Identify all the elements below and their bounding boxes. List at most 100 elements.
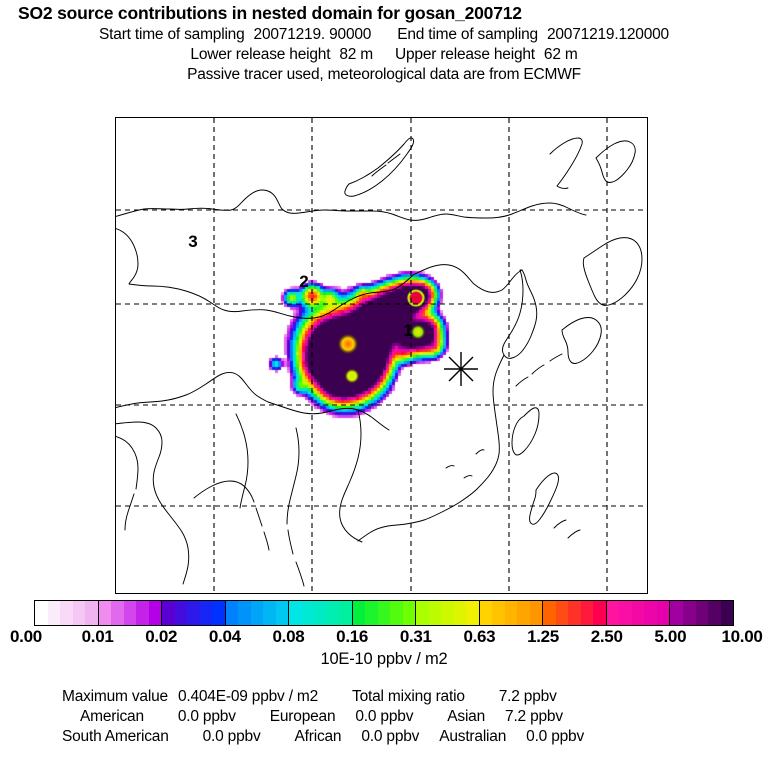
colorbar-segment-2 (161, 601, 225, 625)
colorbar-swatch (60, 601, 73, 625)
coast-lake-baikal (344, 137, 415, 197)
colorbar-swatch (275, 601, 289, 625)
maximum-value: 0.404E-09 ppbv / m2 (177, 688, 319, 705)
colorbar-swatch (162, 601, 175, 625)
colorbar-tick-4: 0.08 (272, 627, 305, 646)
coastline-layer (116, 137, 643, 587)
colorbar-tick-labels: 0.00 0.01 0.02 0.04 0.08 0.16 0.31 0.63 1.25 2.50… (0, 627, 768, 649)
coast-baikal-detail (371, 153, 401, 177)
colorbar-swatch (644, 601, 657, 625)
stats-row-regions-2: South American 0.0 ppbv African 0.0 ppbv Aus… (0, 728, 768, 746)
region-value-african: 0.0 ppbv (361, 728, 420, 745)
colorbar-swatch (35, 601, 48, 625)
colorbar-swatch (85, 601, 98, 625)
colorbar-swatch (199, 601, 213, 625)
end-time-value: 20071219.120000 (546, 26, 669, 43)
header-block: SO2 source contributions in nested domai… (0, 0, 768, 84)
end-time-label: End time of sampling (397, 26, 538, 43)
coast-japan-honshu (582, 237, 643, 306)
coast-india-subcontinent (116, 421, 190, 585)
colorbar-segment-9 (605, 601, 670, 625)
colorbar-swatch (314, 601, 327, 625)
coast-india-west (116, 436, 139, 531)
colorbar-tick-0: 0.00 (10, 627, 42, 646)
colorbar-swatch (428, 601, 442, 625)
region-label-african: African (294, 728, 342, 745)
colorbar-swatch (72, 601, 86, 625)
coast-japan-kyushu (561, 317, 602, 364)
nest-label-2: 2 (299, 272, 308, 291)
start-time-label: Start time of sampling (99, 26, 245, 43)
colorbar-swatch (708, 601, 721, 625)
colorbar-swatch (402, 601, 416, 625)
lower-release-height-label: Lower release height (190, 46, 331, 63)
colorbar-tick-9: 2.50 (590, 627, 623, 646)
colorbar-swatch (123, 601, 137, 625)
colorbar-swatch (670, 601, 683, 625)
colorbar-swatch (111, 601, 124, 625)
nest-label-3: 3 (188, 232, 197, 251)
coast-taiwan (511, 407, 540, 456)
region-label-australian: Australian (439, 728, 507, 745)
coast-philippines (529, 472, 581, 539)
region-label-asian: Asian (447, 708, 486, 725)
start-time-value: 20071219. 90000 (253, 26, 372, 43)
star-marker (444, 352, 478, 386)
colorbar-swatch (238, 601, 251, 625)
colorbar-swatch (720, 601, 734, 625)
colorbar-swatch (326, 601, 340, 625)
border-mongolia-south (116, 228, 414, 319)
colorbar-segment-0 (35, 601, 98, 625)
colorbar-swatch (606, 601, 620, 625)
colorbar-swatch (492, 601, 505, 625)
colorbar-swatch (225, 601, 239, 625)
statistics-block: Maximum value 0.404E-09 ppbv / m2 Total mi… (0, 686, 768, 746)
colorbar-swatch (619, 601, 632, 625)
colorbar-unit-label: 10E-10 ppbv / m2 (320, 650, 448, 668)
colorbar-swatch (263, 601, 276, 625)
colorbar[interactable] (34, 600, 734, 626)
colorbar-swatch (441, 601, 454, 625)
colorbar-tick-6: 0.31 (399, 627, 432, 646)
colorbar-swatch (365, 601, 378, 625)
coast-myanmar (235, 413, 249, 509)
colorbar-swatch (631, 601, 645, 625)
release-height-line: Lower release height 82 m Upper release he… (0, 46, 768, 64)
colorbar-segment-5 (351, 601, 416, 625)
colorbar-segment-1 (97, 601, 162, 625)
colorbar-swatch (187, 601, 200, 625)
colorbar-swatch (593, 601, 606, 625)
upper-release-height-value: 62 m (543, 46, 578, 63)
colorbar-swatch (543, 601, 556, 625)
colorbar-swatch (656, 601, 670, 625)
colorbar-swatch (339, 601, 352, 625)
colorbar-swatch (504, 601, 518, 625)
colorbar-swatch (517, 601, 530, 625)
colorbar-swatch (148, 601, 162, 625)
page-title: SO2 source contributions in nested domai… (18, 3, 522, 23)
colorbar-tick-2: 0.02 (145, 627, 178, 646)
concentration-heatmap-layer (116, 118, 646, 592)
colorbar-swatch (136, 601, 149, 625)
map-vector-layer: 3 2 1 (116, 118, 646, 592)
region-value-asian: 7.2 ppbv (505, 708, 563, 725)
colorbar-swatch (212, 601, 225, 625)
colorbar-tick-7: 0.63 (463, 627, 496, 646)
upper-release-height-label: Upper release height (395, 46, 535, 63)
colorbar-swatch (301, 601, 315, 625)
colorbar-segment-7 (478, 601, 543, 625)
map-panel[interactable]: 3 2 1 (115, 117, 648, 594)
nest-label-1: 1 (403, 321, 412, 340)
colorbar-swatch (377, 601, 391, 625)
coast-china-northeast (412, 264, 523, 293)
colorbar-swatch (352, 601, 366, 625)
colorbar-swatch (568, 601, 581, 625)
colorbar-swatch (695, 601, 709, 625)
region-value-european: 0.0 ppbv (355, 708, 414, 725)
coast-vietnam (339, 409, 363, 543)
coast-bay-bengal (193, 480, 270, 551)
colorbar-swatch (479, 601, 493, 625)
map-inner: 3 2 1 (116, 118, 647, 593)
colorbar-swatch (453, 601, 467, 625)
colorbar-tick-8: 1.25 (527, 627, 559, 646)
